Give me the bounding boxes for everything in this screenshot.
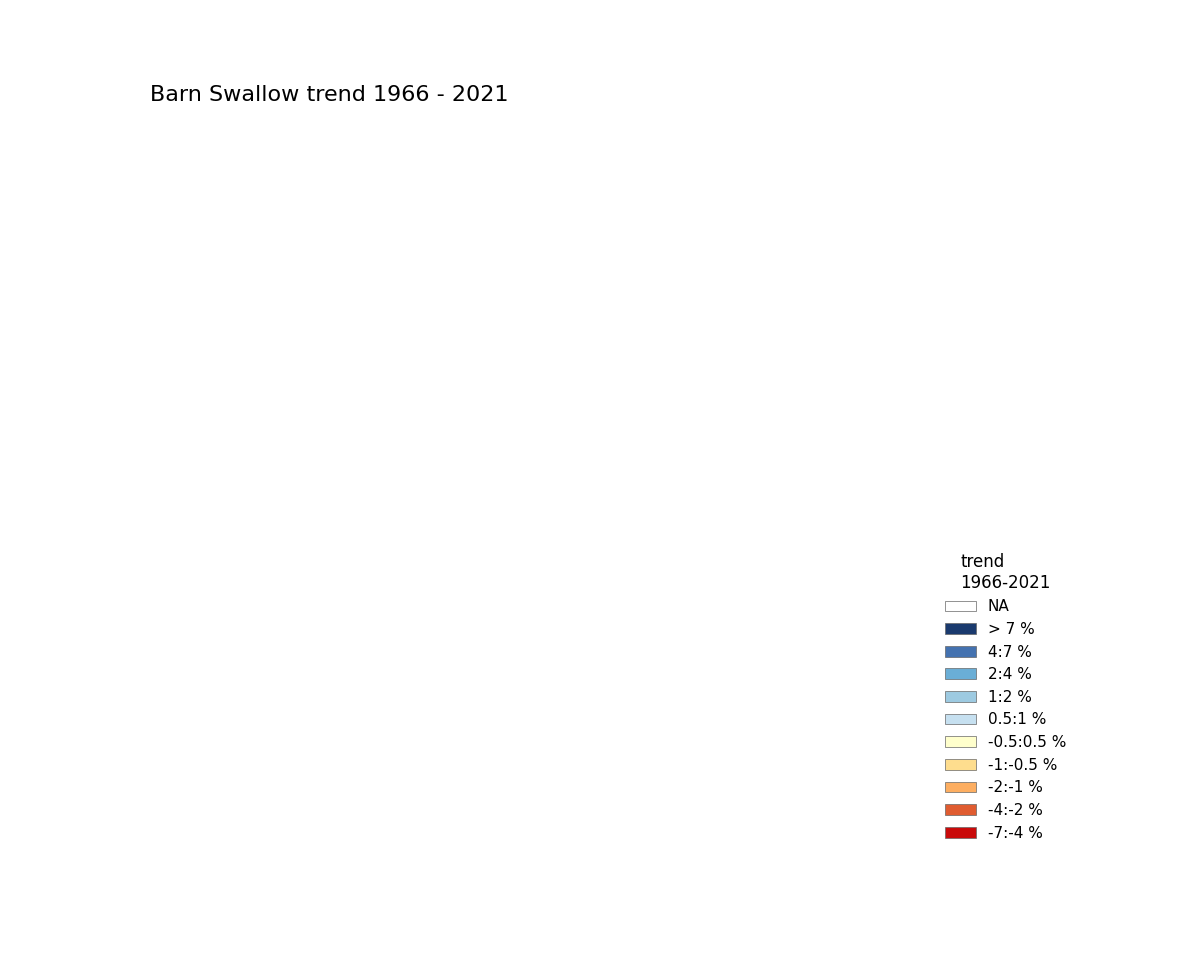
Legend: NA, > 7 %, 4:7 %, 2:4 %, 1:2 %, 0.5:1 %, -0.5:0.5 %, -1:-0.5 %, -2:-1 %, -4:-2 %: NA, > 7 %, 4:7 %, 2:4 %, 1:2 %, 0.5:1 %,… [938,546,1073,847]
Text: Barn Swallow trend 1966 - 2021: Barn Swallow trend 1966 - 2021 [150,85,509,106]
